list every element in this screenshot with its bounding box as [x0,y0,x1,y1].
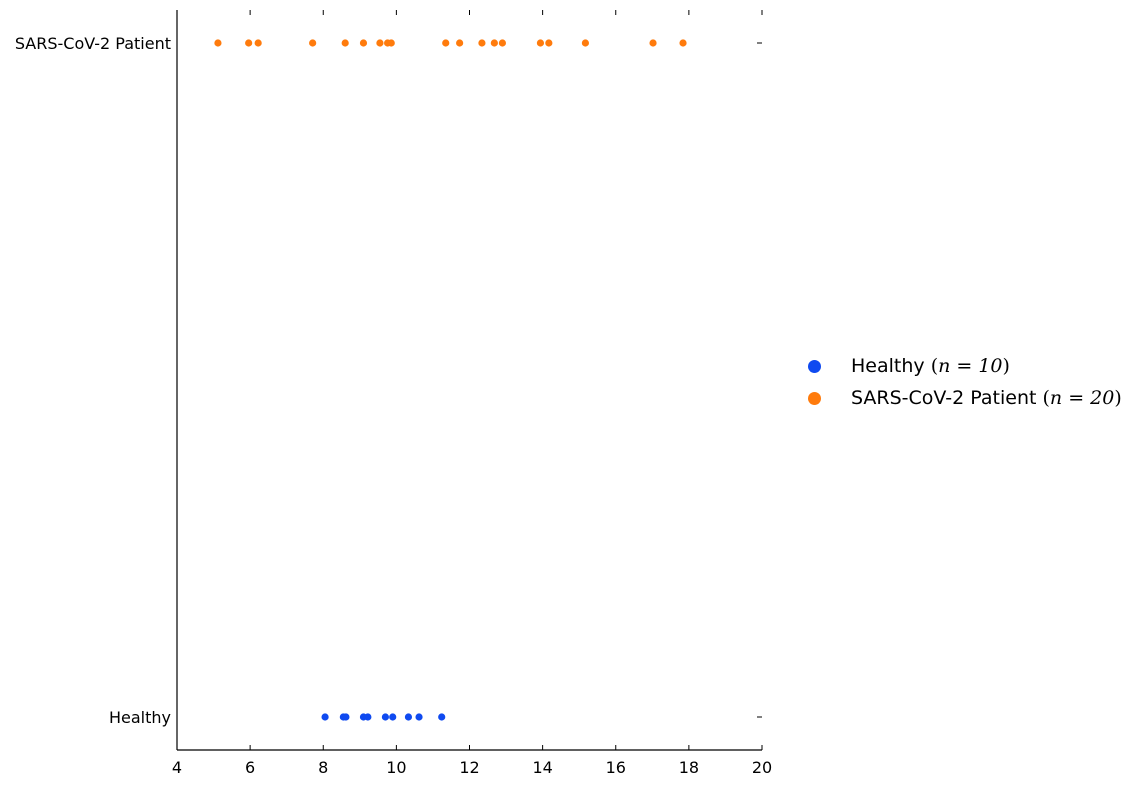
legend-marker-healthy [808,359,821,373]
data-point-patient [679,39,687,47]
y-tick-label: Healthy [109,708,171,727]
data-point-patient [341,39,349,47]
data-point-patient [442,39,450,47]
legend-count-patient: n = 20 [1049,387,1115,409]
data-point-patient [387,39,395,47]
x-tick-label: 10 [386,758,406,777]
data-point-patient [309,39,317,47]
data-point-patient [498,39,507,47]
y-tick-label: SARS-CoV-2 Patient [15,34,171,53]
data-point-healthy [364,713,372,721]
data-point-patient [581,39,590,47]
data-point-patient [649,39,657,47]
data-point-patient [478,39,486,47]
data-point-healthy [389,713,397,721]
data-point-patient [456,39,464,47]
legend-label-healthy: Healthy (n = 10) [851,355,1010,377]
data-point-patient [245,39,253,47]
data-point-patient [359,39,368,47]
data-point-healthy [342,713,350,721]
data-point-patient [536,39,545,47]
x-tick-label: 16 [606,758,626,777]
x-tick-label: 20 [752,758,772,777]
x-tick-label: 8 [318,758,328,777]
x-tick-label: 14 [532,758,552,777]
x-tick-label: 4 [172,758,182,777]
data-point-patient [376,39,384,47]
data-point-healthy [321,713,329,721]
data-point-patient [545,39,553,47]
data-point-healthy [404,713,413,721]
data-point-patient [490,39,498,47]
legend: Healthy (n = 10) SARS-CoV-2 Patient (n =… [808,350,1122,414]
legend-item-healthy: Healthy (n = 10) [808,350,1122,382]
data-point-patient [254,39,262,47]
legend-count-healthy: n = 10 [938,355,1003,377]
legend-item-patient: SARS-CoV-2 Patient (n = 20) [808,382,1122,414]
x-tick-label: 12 [459,758,479,777]
data-point-healthy [415,713,423,721]
x-tick-label: 18 [679,758,699,777]
legend-marker-patient [808,391,821,405]
data-point-healthy [438,713,446,721]
x-tick-label: 6 [245,758,255,777]
data-point-patient [214,39,222,47]
legend-label-patient: SARS-CoV-2 Patient (n = 20) [851,387,1122,409]
data-point-healthy [381,713,390,721]
